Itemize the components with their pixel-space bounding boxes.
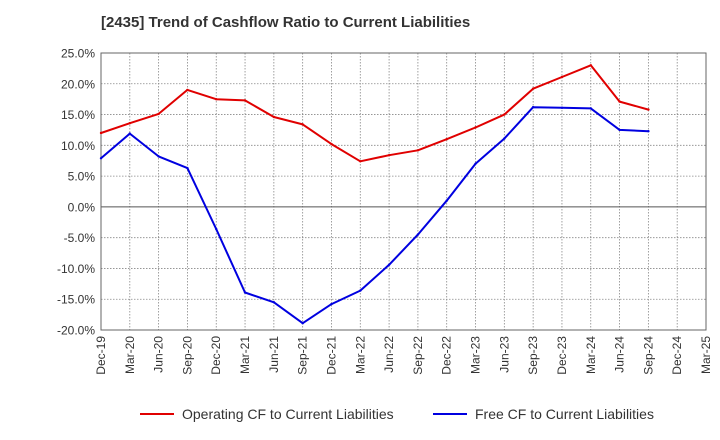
x-tick-label: Mar-21: [238, 336, 252, 374]
x-tick-label: Sep-23: [526, 336, 540, 375]
x-tick-label: Jun-24: [613, 336, 627, 373]
y-tick-label: -10.0%: [57, 262, 95, 276]
y-tick-label: 5.0%: [68, 170, 96, 184]
y-tick-label: -20.0%: [57, 324, 95, 338]
data-point-series-2: [215, 227, 218, 231]
x-tick-label: Jun-23: [497, 336, 511, 373]
x-tick-label: Sep-21: [296, 336, 310, 375]
x-tick-label: Dec-21: [324, 336, 338, 375]
data-point-series-1: [128, 122, 131, 125]
y-tick-label: -5.0%: [64, 231, 96, 245]
series-line-2: [100, 106, 649, 325]
data-point-series-1: [186, 88, 189, 92]
data-point-series-1: [272, 115, 276, 119]
data-point-series-1: [157, 112, 160, 116]
data-point-series-1: [618, 100, 621, 103]
x-tick-label: Mar-20: [123, 336, 137, 374]
data-point-series-2: [128, 132, 131, 135]
x-tick-label: Jun-22: [382, 336, 396, 373]
x-tick-label: Dec-19: [94, 336, 108, 375]
data-point-series-2: [647, 130, 650, 133]
x-tick-label: Mar-22: [353, 336, 367, 374]
data-point-series-1: [560, 75, 564, 79]
x-tick-label: Mar-25: [699, 336, 713, 374]
data-point-series-1: [503, 113, 506, 116]
legend-label-1: Operating CF to Current Liabilities: [182, 406, 394, 422]
data-point-series-1: [359, 160, 362, 163]
x-tick-label: Sep-22: [411, 336, 425, 375]
data-point-series-2: [272, 301, 276, 304]
data-point-series-2: [387, 263, 391, 266]
plot-border: [100, 52, 707, 331]
data-point-series-2: [618, 128, 621, 132]
data-point-series-1: [330, 142, 333, 146]
x-tick-label: Jun-20: [152, 336, 166, 373]
data-point-series-2: [243, 291, 247, 294]
data-point-series-1: [99, 131, 103, 135]
x-tick-label: Dec-22: [440, 336, 454, 375]
data-point-series-2: [359, 289, 362, 292]
chart-title: [2435] Trend of Cashflow Ratio to Curren…: [101, 14, 471, 31]
x-tick-label: Dec-20: [209, 336, 223, 375]
data-point-series-2: [157, 155, 160, 158]
data-point-series-2: [416, 233, 420, 236]
series-line-1: [100, 64, 649, 163]
data-point-series-2: [503, 137, 506, 140]
y-tick-label: 15.0%: [61, 108, 95, 122]
data-point-series-2: [330, 302, 333, 306]
data-point-series-2: [186, 166, 189, 170]
x-tick-label: Dec-24: [670, 336, 684, 375]
data-point-series-1: [215, 98, 218, 101]
y-tick-label: 20.0%: [61, 77, 95, 91]
y-tick-label: 0.0%: [68, 200, 96, 214]
legend-label-2: Free CF to Current Liabilities: [475, 406, 654, 422]
data-point-series-2: [474, 162, 477, 165]
data-point-series-1: [445, 138, 448, 141]
data-point-series-1: [243, 99, 247, 102]
data-point-series-1: [589, 64, 592, 67]
y-tick-label: 25.0%: [61, 47, 95, 61]
data-point-series-2: [99, 157, 103, 160]
data-point-series-2: [560, 106, 564, 110]
data-point-series-1: [647, 108, 650, 111]
x-tick-label: Dec-23: [555, 336, 569, 375]
x-tick-label: Mar-23: [469, 336, 483, 374]
data-point-series-2: [531, 106, 535, 109]
data-point-series-1: [474, 126, 477, 129]
data-point-series-1: [416, 149, 420, 152]
data-point-series-2: [301, 322, 304, 325]
x-tick-label: Jun-21: [267, 336, 281, 373]
data-point-series-1: [387, 154, 391, 157]
x-tick-label: Mar-24: [584, 336, 598, 374]
y-tick-label: -15.0%: [57, 293, 95, 307]
x-tick-label: Sep-20: [180, 336, 194, 375]
y-tick-label: 10.0%: [61, 139, 95, 153]
data-point-series-2: [589, 107, 592, 110]
data-point-series-1: [301, 123, 304, 126]
plot-area: [101, 53, 706, 330]
x-tick-label: Sep-24: [641, 336, 655, 375]
data-point-series-2: [445, 199, 448, 202]
data-point-series-1: [531, 87, 535, 90]
